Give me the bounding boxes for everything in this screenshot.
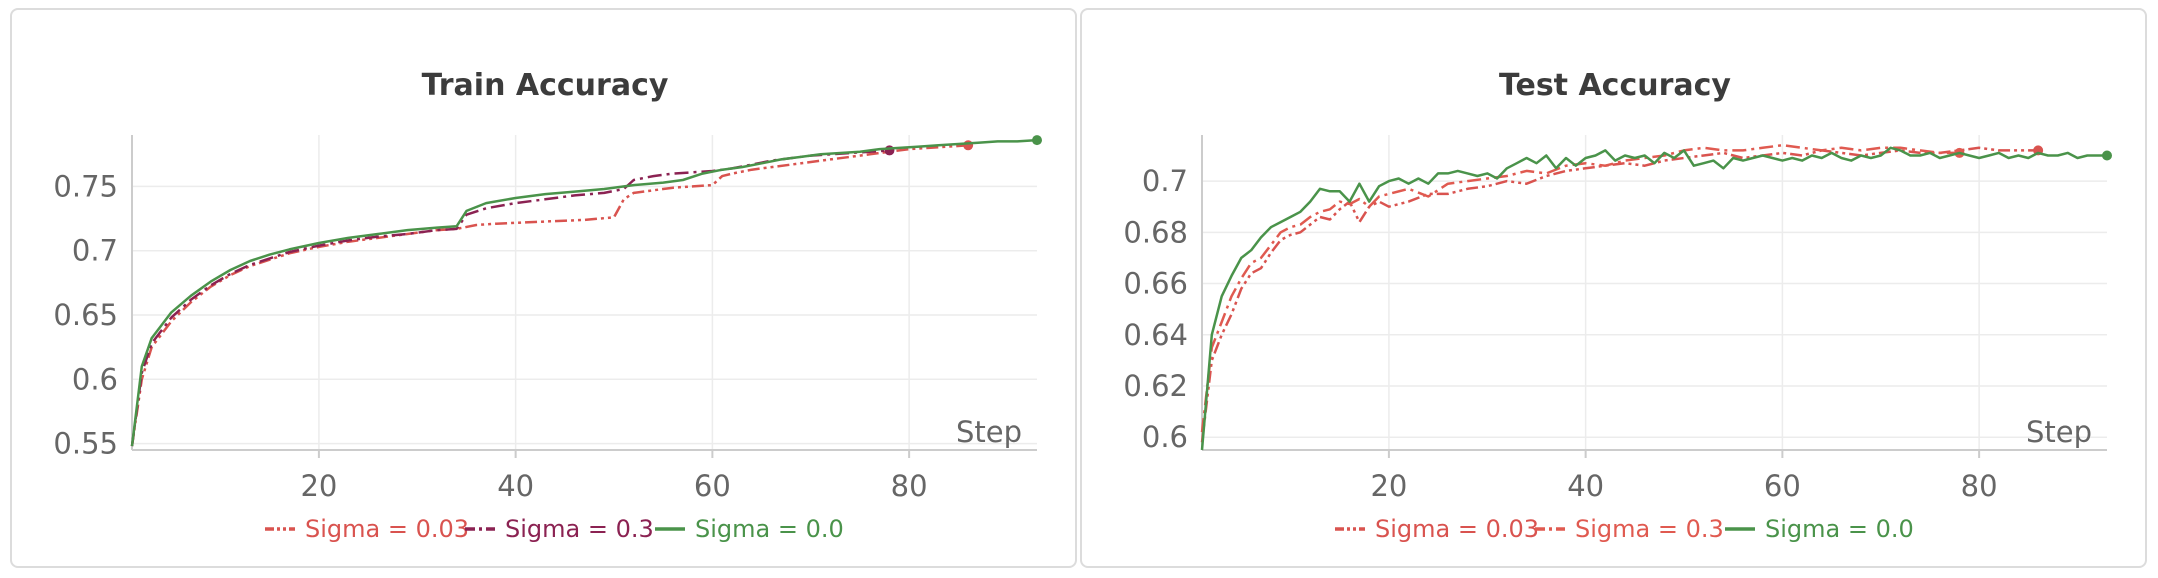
series-end-marker: [884, 145, 895, 156]
y-tick-label: 0.55: [53, 427, 118, 461]
train-accuracy-panel: Train Accuracy 0.55 0.6 0.65 0.7 0.75 20 40 60 8…: [10, 8, 1077, 568]
y-tick-label: 0.7: [1142, 164, 1188, 198]
series-line-1: [1200, 143, 1960, 433]
series-line-2: [1200, 146, 2107, 451]
series-line-0: [130, 144, 969, 447]
test-accuracy-chart: Test Accuracy 0.6 0.62 0.64 0.66 0.68 0.7 20 40…: [1123, 68, 2112, 543]
legend-label: Sigma = 0.03: [1375, 515, 1539, 543]
series-line-2: [130, 138, 1038, 447]
y-tick-label: 0.66: [1123, 267, 1188, 301]
legend-label: Sigma = 0.3: [505, 515, 654, 543]
x-tick-label: 40: [1567, 469, 1604, 503]
legend-label: Sigma = 0.3: [1575, 515, 1724, 543]
x-tick-label: 80: [891, 469, 928, 503]
legend-item[interactable]: Sigma = 0.03: [265, 515, 469, 543]
series-end-marker: [963, 140, 974, 151]
x-tick-label: 80: [1961, 469, 1998, 503]
x-tick-label: 20: [300, 469, 337, 503]
y-tick-label: 0.68: [1123, 215, 1188, 249]
legend-label: Sigma = 0.03: [305, 515, 469, 543]
legend-item[interactable]: Sigma = 0.0: [1725, 515, 1914, 543]
chart-title: Train Accuracy: [422, 68, 669, 103]
test-accuracy-panel: Test Accuracy 0.6 0.62 0.64 0.66 0.68 0.7 20 40…: [1080, 8, 2147, 568]
series-line-1: [130, 149, 890, 447]
x-tick-label: 60: [694, 469, 731, 503]
legend-label: Sigma = 0.0: [1765, 515, 1914, 543]
y-tick-label: 0.7: [72, 234, 118, 268]
legend: Sigma = 0.03 Sigma = 0.3 Sigma = 0.0: [265, 515, 844, 543]
legend-item[interactable]: Sigma = 0.3: [465, 515, 654, 543]
y-tick-label: 0.6: [1142, 420, 1188, 454]
chart-title: Test Accuracy: [1499, 68, 1731, 103]
legend-item[interactable]: Sigma = 0.3: [1535, 515, 1724, 543]
legend-item[interactable]: Sigma = 0.03: [1335, 515, 1539, 543]
x-axis-label: Step: [2026, 415, 2092, 449]
y-tick-label: 0.65: [53, 298, 118, 332]
train-accuracy-chart: Train Accuracy 0.55 0.6 0.65 0.7 0.75 20 40 60 8…: [53, 68, 1042, 543]
legend-item[interactable]: Sigma = 0.0: [655, 515, 844, 543]
x-tick-label: 40: [497, 469, 534, 503]
y-tick-label: 0.6: [72, 362, 118, 396]
x-axis-label: Step: [956, 415, 1022, 449]
x-tick-label: 60: [1764, 469, 1801, 503]
series-end-marker: [1032, 135, 1042, 146]
y-tick-label: 0.64: [1123, 318, 1188, 352]
series-end-marker: [2102, 150, 2112, 161]
legend: Sigma = 0.03 Sigma = 0.3 Sigma = 0.0: [1335, 515, 1914, 543]
y-tick-label: 0.75: [53, 169, 118, 203]
y-tick-label: 0.62: [1123, 369, 1188, 403]
x-tick-label: 20: [1370, 469, 1407, 503]
series-line-0: [1200, 146, 2039, 443]
legend-label: Sigma = 0.0: [695, 515, 844, 543]
